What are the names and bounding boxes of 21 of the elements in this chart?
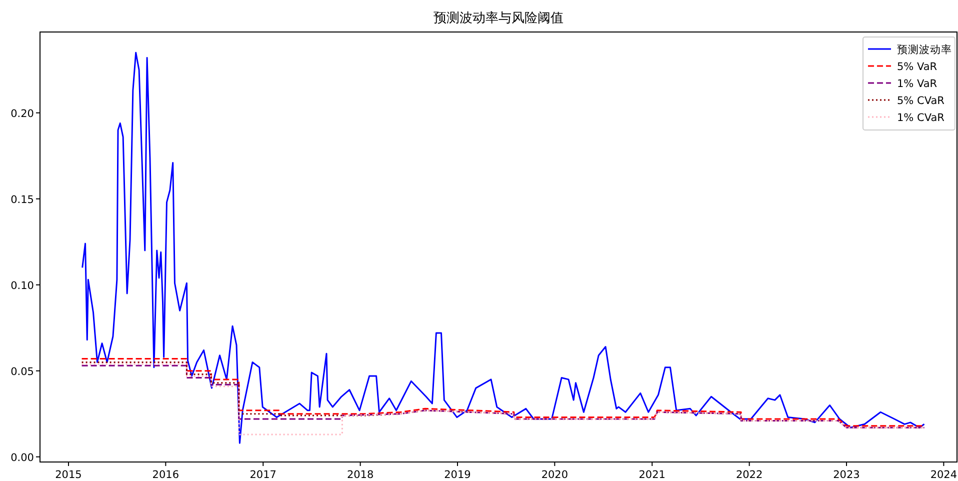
- x-tick-label: 2015: [55, 469, 82, 481]
- y-tick-label: 0.10: [10, 280, 34, 292]
- y-tick-label: 0.20: [10, 108, 34, 120]
- y-tick-label: 0.15: [10, 194, 34, 206]
- x-tick-label: 2018: [346, 469, 374, 481]
- y-tick-label: 0.00: [10, 452, 34, 464]
- x-tick-label: 2021: [638, 469, 666, 481]
- legend-label: 5% CVaR: [897, 95, 944, 107]
- legend-label: 5% VaR: [897, 61, 938, 73]
- x-tick-label: 2024: [930, 469, 958, 481]
- x-tick-label: 2022: [736, 469, 763, 481]
- chart-title: 预测波动率与风险阈值: [434, 10, 564, 26]
- x-tick-label: 2017: [250, 469, 276, 481]
- y-tick-label: 0.05: [10, 366, 34, 378]
- x-tick-label: 2016: [152, 469, 180, 481]
- x-tick-label: 2019: [444, 469, 471, 481]
- x-tick-label: 2023: [833, 469, 860, 481]
- x-tick-label: 2020: [541, 469, 568, 481]
- legend-label: 1% CVaR: [897, 112, 944, 124]
- legend-label: 1% VaR: [897, 78, 938, 90]
- legend-label: 预测波动率: [897, 43, 952, 56]
